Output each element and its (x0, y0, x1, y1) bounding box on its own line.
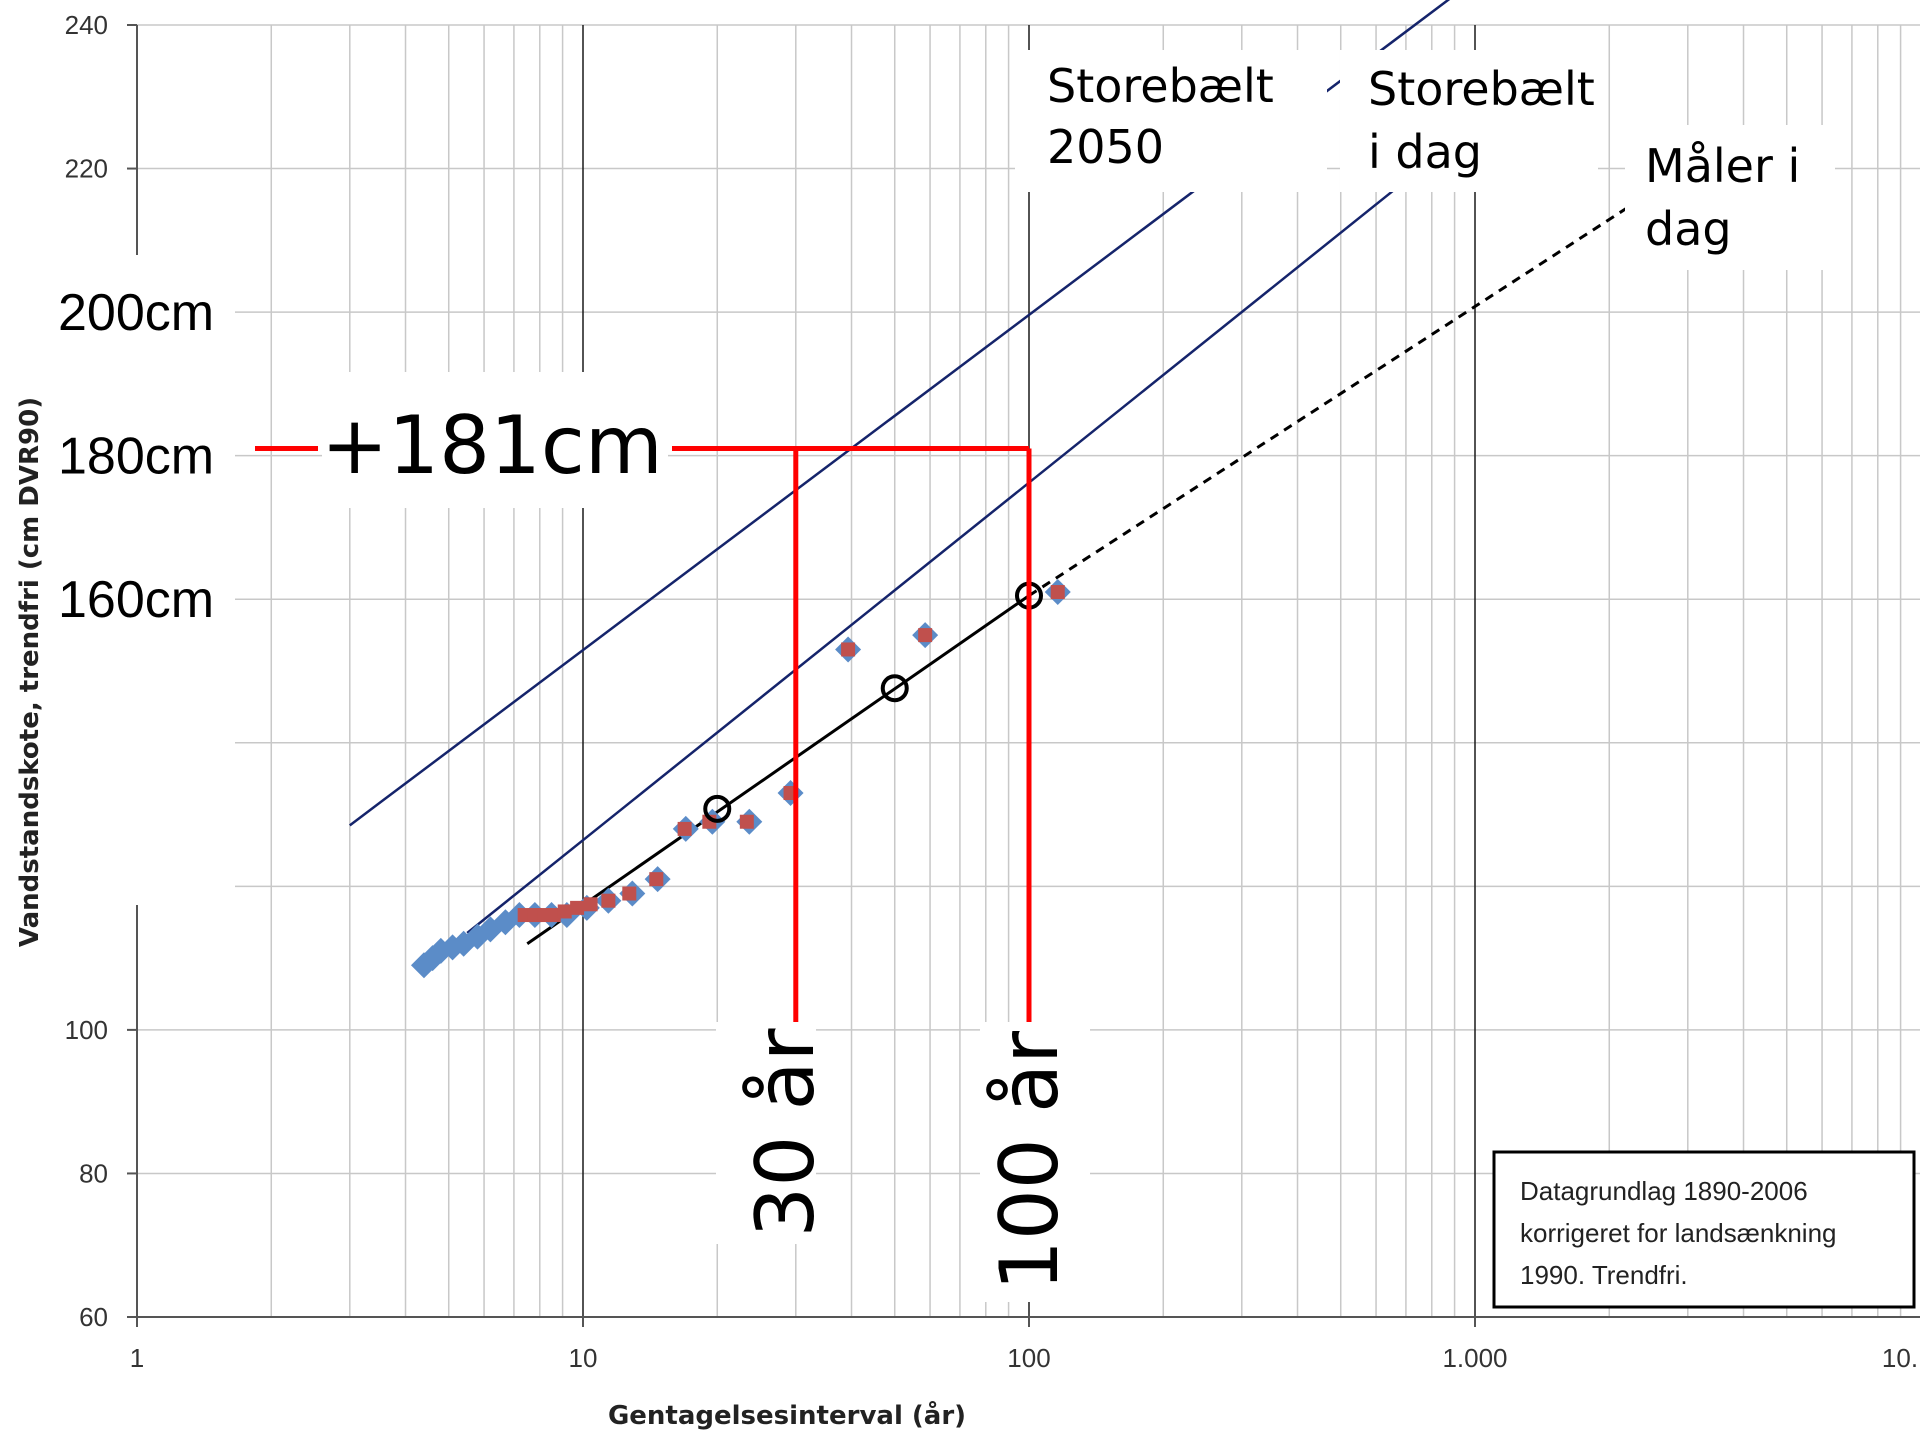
data-point-blue (492, 909, 519, 936)
level-label-bg (322, 372, 668, 508)
note-line: korrigeret for landsænkning (1520, 1218, 1837, 1248)
data-point-red (841, 642, 856, 657)
y-tick-label-large: 200cm (58, 284, 214, 342)
data-point-red (677, 821, 692, 836)
label-panel (45, 255, 235, 905)
return-period-label-bg (716, 1022, 816, 1244)
y-tick-label: 100 (65, 1015, 108, 1045)
annotation-maaler-idag: dag (1645, 202, 1732, 256)
fit-lines (526, 167, 1689, 945)
fit-point (880, 674, 909, 703)
data-point-red (739, 814, 754, 829)
annotation-bg (1625, 125, 1835, 270)
y-tick-label: 220 (65, 154, 108, 184)
annotation-storebaelt-idag: Storebælt (1368, 62, 1595, 116)
data-point-red (918, 628, 933, 643)
x-tick-label: 10 (569, 1343, 598, 1373)
fit-line (526, 594, 1030, 945)
data-point-red (601, 893, 616, 908)
data-point-red (649, 872, 664, 887)
reference-line (466, 95, 1512, 934)
x-tick-label: 10. (1882, 1343, 1918, 1373)
extrapolation-line (1028, 167, 1689, 597)
y-tick-label: 240 (65, 10, 108, 40)
annotation-storebaelt-2050: Storebælt (1047, 59, 1274, 113)
note-line: 1990. Trendfri. (1520, 1260, 1688, 1290)
minor-gridlines (137, 24, 1920, 1318)
data-point-red (622, 886, 637, 901)
data-point-red (557, 904, 572, 919)
note-line: Datagrundlag 1890-2006 (1520, 1176, 1808, 1206)
return-period-label: 30 år (739, 1028, 832, 1237)
x-tick-label: 100 (1007, 1343, 1050, 1373)
annotation-overlays: 160cm 180cm 200cm +181cm 30 år 100 år Storebæl… (45, 50, 1916, 1309)
annotation-storebaelt-2050: 2050 (1047, 120, 1164, 174)
y-tick-label: 60 (79, 1302, 108, 1332)
x-tick-label: 1.000 (1442, 1343, 1507, 1373)
y-axis-title: Vandstandskote, trendfri (cm DVR90) (15, 397, 45, 947)
level-label: +181cm (321, 399, 663, 492)
annotation-bg (1340, 50, 1598, 192)
return-period-label: 100 år (983, 1031, 1076, 1291)
data-point-red (546, 908, 561, 923)
data-point-red (570, 900, 585, 915)
data-points (410, 579, 1071, 979)
y-tick-label: 80 (79, 1158, 108, 1188)
x-axis-title: Gentagelsesinterval (år) (608, 1399, 966, 1431)
annotation-maaler-idag: Måler i (1645, 139, 1800, 193)
data-point-red (583, 897, 598, 912)
annotation-bg (1015, 50, 1327, 192)
y-tick-label-large: 180cm (58, 428, 214, 486)
x-tick-label: 1 (130, 1343, 144, 1373)
fit-point (703, 794, 732, 823)
y-tick-label-large: 160cm (58, 571, 214, 629)
note-box (1492, 1150, 1916, 1309)
data-point-red (1050, 585, 1065, 600)
annotation-storebaelt-idag: i dag (1368, 125, 1482, 179)
return-period-label-bg (980, 1022, 1090, 1302)
